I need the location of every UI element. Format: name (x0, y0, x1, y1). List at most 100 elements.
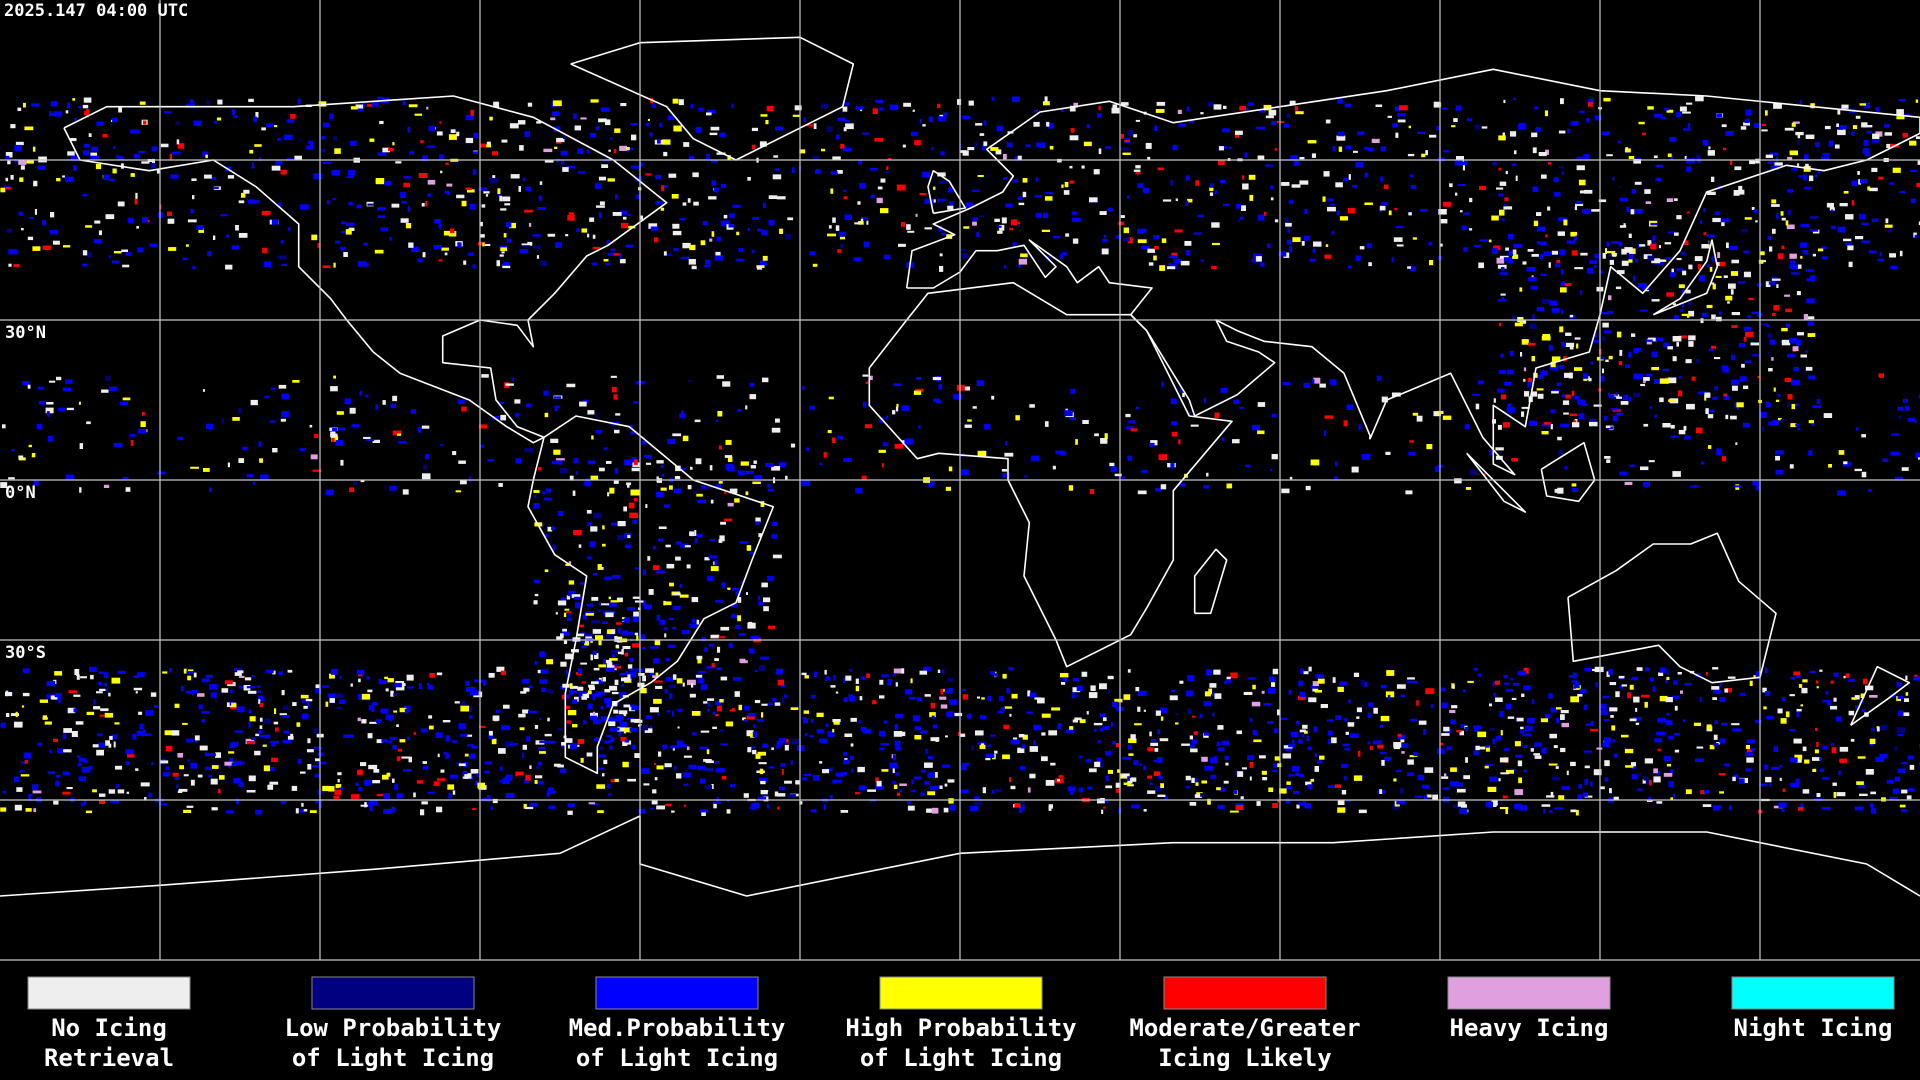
icing-pixel (1011, 693, 1018, 699)
icing-pixel (967, 147, 975, 151)
icing-pixel (888, 157, 892, 161)
icing-pixel (534, 660, 538, 665)
icing-pixel (240, 761, 245, 765)
icing-pixel (1609, 788, 1612, 794)
icing-pixel (349, 407, 356, 414)
icing-pixel (363, 780, 368, 786)
icing-pixel (1212, 692, 1215, 697)
icing-pixel (353, 481, 358, 486)
icing-pixel (322, 265, 331, 269)
icing-pixel (1024, 475, 1027, 478)
icing-pixel (1154, 246, 1159, 250)
icing-pixel (278, 671, 283, 676)
icing-pixel (1769, 783, 1772, 787)
icing-pixel (1521, 339, 1529, 345)
icing-pixel (139, 723, 144, 730)
icing-pixel (1530, 285, 1537, 290)
icing-pixel (1743, 250, 1750, 254)
icing-pixel (15, 711, 18, 718)
icing-pixel (1326, 719, 1334, 722)
icing-pixel (377, 96, 383, 100)
icing-pixel (1777, 394, 1781, 397)
icing-pixel (396, 433, 402, 436)
icing-pixel (645, 122, 650, 127)
icing-pixel (1631, 189, 1636, 194)
icing-pixel (1518, 805, 1528, 811)
icing-pixel (652, 675, 658, 678)
icing-pixel (1111, 107, 1120, 114)
icing-pixel (1424, 795, 1428, 801)
icing-pixel (927, 772, 936, 778)
icing-pixel (640, 215, 643, 220)
icing-pixel (109, 735, 113, 740)
icing-pixel (1606, 311, 1614, 314)
icing-pixel (861, 475, 867, 481)
icing-pixel (85, 225, 93, 228)
icing-pixel (1442, 787, 1450, 790)
icing-pixel (1599, 375, 1605, 382)
icing-pixel (589, 541, 595, 547)
icing-pixel (33, 479, 39, 486)
icing-pixel (1656, 731, 1666, 736)
icing-pixel (337, 779, 340, 783)
icing-pixel (1069, 165, 1073, 169)
icing-pixel (1800, 255, 1803, 259)
icing-pixel (228, 757, 233, 762)
icing-pixel (1185, 775, 1191, 781)
icing-pixel (1586, 267, 1594, 274)
icing-pixel (714, 559, 718, 566)
icing-pixel (1860, 179, 1868, 184)
icing-pixel (286, 119, 295, 123)
icing-pixel (1137, 228, 1144, 234)
icing-pixel (797, 745, 805, 751)
icing-pixel (933, 186, 936, 190)
icing-pixel (1367, 741, 1371, 745)
icing-pixel (994, 673, 998, 677)
icing-pixel (470, 109, 475, 116)
icing-pixel (533, 503, 540, 509)
icing-pixel (653, 545, 657, 550)
icing-pixel (994, 750, 998, 754)
icing-pixel (1633, 373, 1643, 380)
icing-pixel (536, 207, 546, 210)
icing-pixel (477, 782, 485, 789)
icing-pixel (880, 178, 886, 183)
icing-pixel (1552, 389, 1560, 393)
icing-pixel (742, 717, 746, 721)
icing-pixel (591, 693, 601, 697)
icing-pixel (706, 575, 713, 581)
icing-pixel (1264, 164, 1273, 167)
icing-pixel (337, 772, 342, 776)
icing-pixel (536, 121, 542, 124)
icing-pixel (129, 433, 136, 437)
icing-pixel (845, 675, 852, 681)
icing-pixel (474, 780, 479, 786)
icing-pixel (1662, 368, 1669, 371)
icing-pixel (1425, 150, 1428, 156)
icing-pixel (630, 718, 640, 723)
icing-pixel (42, 715, 47, 720)
icing-pixel (105, 375, 111, 381)
icing-pixel (1742, 422, 1751, 428)
icing-pixel (246, 686, 255, 689)
icing-pixel (429, 673, 435, 678)
icing-pixel (1188, 119, 1194, 123)
icing-pixel (1644, 189, 1651, 194)
icing-pixel (1348, 699, 1351, 704)
icing-pixel (945, 689, 948, 693)
icing-pixel (1070, 388, 1076, 394)
icing-pixel (828, 225, 832, 229)
icing-pixel (1089, 768, 1097, 773)
icing-pixel (346, 175, 354, 179)
icing-pixel (651, 104, 656, 108)
icing-pixel (1802, 679, 1808, 683)
icing-pixel (1453, 118, 1458, 122)
icing-pixel (1044, 192, 1053, 195)
icing-pixel (320, 136, 326, 140)
icing-pixel (1194, 794, 1202, 798)
icing-pixel (5, 152, 13, 158)
icing-pixel (1392, 123, 1398, 128)
icing-pixel (486, 141, 491, 147)
icing-pixel (1730, 271, 1739, 276)
icing-pixel (54, 693, 62, 698)
